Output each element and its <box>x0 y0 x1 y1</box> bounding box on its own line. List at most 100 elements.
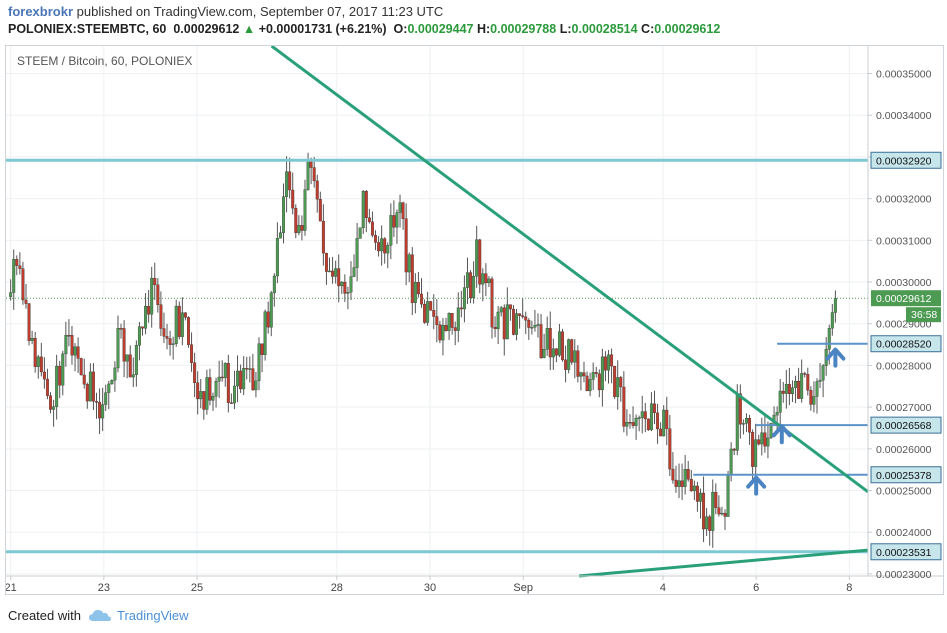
candle-body <box>738 393 742 425</box>
candle-body <box>527 320 531 328</box>
chart-frame[interactable]: 0.00023000 0.00024000 0.00025000 0.00026000… <box>5 44 944 595</box>
candle-body <box>156 284 160 305</box>
candle-body <box>229 402 233 404</box>
candle-body <box>272 275 276 294</box>
countdown-label: 36:58 <box>911 309 937 321</box>
candle-body <box>389 215 393 246</box>
candle-body <box>610 354 614 367</box>
candle-body <box>441 325 445 341</box>
candle-body <box>282 196 285 233</box>
x-tick-label: 28 <box>331 582 343 594</box>
candle-body <box>61 353 65 386</box>
candle-body <box>49 395 52 410</box>
candle-body <box>533 325 537 328</box>
candle-body <box>223 363 227 378</box>
candle-body <box>659 428 663 437</box>
candle-body <box>33 337 37 367</box>
price-axis[interactable]: 0.00023000 0.00024000 0.00025000 0.00026000… <box>868 69 932 581</box>
candle-body <box>591 372 595 380</box>
candle-body <box>775 412 779 416</box>
candle-body <box>18 265 22 269</box>
published-text: published on TradingView.com, September … <box>73 4 444 19</box>
candle-body <box>622 386 626 427</box>
candle-body <box>95 401 98 403</box>
candle-body <box>435 316 439 325</box>
candle-body <box>202 391 206 410</box>
candle-body <box>680 480 684 487</box>
candle-body <box>159 304 163 329</box>
candle-body <box>39 356 43 373</box>
candle-body <box>352 267 356 277</box>
author-link[interactable]: forexbrokr <box>8 4 74 19</box>
candle-body <box>214 381 218 397</box>
candle-body <box>260 343 264 355</box>
candle-body <box>472 276 476 298</box>
candle-body <box>699 492 702 502</box>
candle-body <box>478 239 482 285</box>
candle-body <box>717 507 721 515</box>
current-price-label: 0.00029612 <box>876 293 932 305</box>
level-price-label: 0.00032920 <box>876 155 932 167</box>
candle-body <box>683 469 687 487</box>
publish-line: forexbrokr published on TradingView.com,… <box>8 4 443 19</box>
candle-body <box>692 485 696 492</box>
candle-body <box>404 218 408 273</box>
low-label: L: <box>559 22 572 36</box>
candle-body <box>180 312 184 337</box>
candle-body <box>85 384 89 402</box>
candle-body <box>324 252 328 272</box>
tradingview-cloud-icon[interactable] <box>88 608 112 629</box>
candle-body <box>619 377 623 388</box>
candle-body <box>303 189 307 231</box>
candle-body <box>321 220 325 254</box>
candle-body <box>420 293 423 305</box>
candle-body <box>134 345 138 375</box>
candle-body <box>781 390 785 394</box>
price-chart[interactable]: 0.00023000 0.00024000 0.00025000 0.00026000… <box>5 44 943 594</box>
price-labels: 0.00032920 0.00023531 0.00028520 0.00026568… <box>870 151 942 561</box>
candle-body <box>168 338 172 345</box>
candle-body <box>616 377 620 397</box>
low-value: 0.00028514 <box>571 22 638 36</box>
x-tick-label: 4 <box>660 582 666 594</box>
candle-body <box>469 272 473 298</box>
candle-body <box>579 372 583 377</box>
candle-body <box>646 418 650 431</box>
candle-body <box>456 307 460 331</box>
candle-body <box>423 303 427 323</box>
candle-body <box>248 368 252 370</box>
candle-body <box>573 350 577 363</box>
candle-body <box>374 235 377 243</box>
candle-body <box>196 382 200 400</box>
candle-body <box>328 270 331 273</box>
candle-body <box>410 254 414 303</box>
candle-body <box>769 422 773 439</box>
candle-body <box>131 374 135 378</box>
candle-body <box>12 259 16 293</box>
candle-body <box>732 448 736 451</box>
candle-body <box>141 326 144 329</box>
level-price-tag <box>870 543 942 561</box>
candle-body <box>539 324 543 358</box>
candle-body <box>705 516 709 530</box>
candle-body <box>597 373 601 391</box>
candle-body <box>110 379 114 385</box>
candle-body <box>729 448 733 476</box>
level-price-tag <box>870 416 942 434</box>
candle-body <box>144 306 148 329</box>
candle-body <box>236 370 240 387</box>
y-tick-label: 0.00028000 <box>876 360 932 372</box>
candle-body <box>628 422 632 424</box>
candle-body <box>21 268 25 301</box>
tradingview-brand-link[interactable]: TradingView <box>117 608 189 623</box>
candle-body <box>600 356 604 391</box>
candle-body <box>27 303 31 341</box>
drawn-lines <box>6 44 869 578</box>
candle-body <box>557 331 561 356</box>
candle-body <box>809 390 813 405</box>
candle-body <box>806 374 810 391</box>
candle-body <box>122 328 126 362</box>
candle-body <box>521 315 525 317</box>
time-axis[interactable]: 21 23 25 28 30 Sep 4 6 8 <box>5 576 852 594</box>
x-tick-label: 23 <box>98 582 110 594</box>
